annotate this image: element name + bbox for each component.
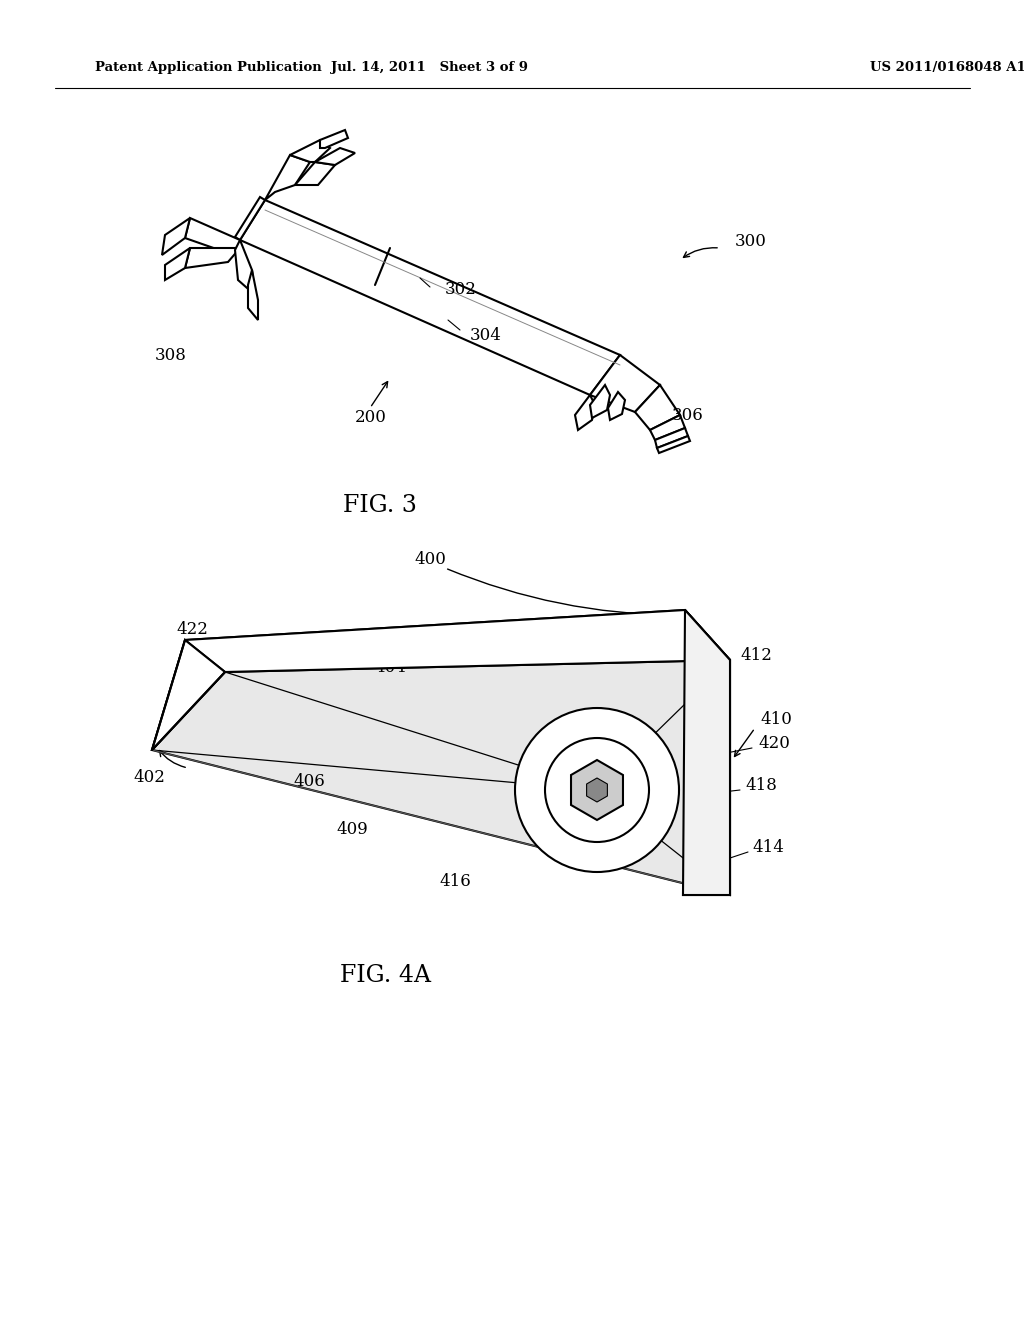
- Polygon shape: [234, 240, 255, 294]
- Text: 308: 308: [155, 346, 186, 363]
- Text: 300: 300: [735, 234, 767, 251]
- Text: 304: 304: [470, 326, 502, 343]
- Circle shape: [515, 708, 679, 873]
- Polygon shape: [295, 162, 335, 185]
- Text: 402: 402: [133, 770, 165, 787]
- Polygon shape: [185, 610, 730, 672]
- Text: FIG. 4A: FIG. 4A: [340, 964, 430, 986]
- Text: 420: 420: [758, 735, 790, 752]
- Text: US 2011/0168048 A1: US 2011/0168048 A1: [870, 62, 1024, 74]
- Text: 400: 400: [414, 552, 445, 569]
- Text: 409: 409: [336, 821, 368, 838]
- Polygon shape: [655, 428, 688, 447]
- Polygon shape: [162, 218, 190, 255]
- Polygon shape: [185, 248, 240, 268]
- Text: 200: 200: [355, 409, 387, 426]
- Polygon shape: [571, 760, 623, 820]
- Text: 416: 416: [439, 874, 471, 891]
- Polygon shape: [683, 610, 730, 895]
- Polygon shape: [234, 197, 265, 240]
- Polygon shape: [152, 660, 730, 895]
- Text: 404: 404: [374, 660, 406, 676]
- Polygon shape: [590, 385, 610, 418]
- Polygon shape: [683, 610, 730, 895]
- Polygon shape: [650, 414, 685, 440]
- Polygon shape: [185, 610, 730, 672]
- Text: 422: 422: [176, 622, 208, 639]
- Text: 414: 414: [752, 840, 784, 857]
- Polygon shape: [575, 395, 595, 430]
- Text: 306: 306: [672, 407, 703, 424]
- Polygon shape: [152, 640, 225, 750]
- Polygon shape: [290, 140, 330, 162]
- Polygon shape: [152, 640, 225, 750]
- Polygon shape: [165, 248, 190, 280]
- Polygon shape: [265, 154, 310, 201]
- Polygon shape: [248, 271, 258, 319]
- Text: 412: 412: [740, 647, 772, 664]
- Polygon shape: [587, 777, 607, 803]
- Text: FIG. 3: FIG. 3: [343, 494, 417, 516]
- Polygon shape: [185, 218, 240, 252]
- Text: 406: 406: [293, 774, 325, 791]
- Polygon shape: [657, 436, 690, 453]
- Text: 302: 302: [445, 281, 477, 298]
- Circle shape: [545, 738, 649, 842]
- Polygon shape: [590, 355, 660, 412]
- Text: 418: 418: [745, 777, 777, 795]
- Text: Jul. 14, 2011   Sheet 3 of 9: Jul. 14, 2011 Sheet 3 of 9: [332, 62, 528, 74]
- Text: Patent Application Publication: Patent Application Publication: [95, 62, 322, 74]
- Polygon shape: [608, 392, 625, 420]
- Polygon shape: [240, 201, 620, 395]
- Polygon shape: [315, 148, 355, 165]
- Polygon shape: [635, 385, 680, 430]
- Polygon shape: [319, 129, 348, 148]
- Text: 410: 410: [760, 711, 792, 729]
